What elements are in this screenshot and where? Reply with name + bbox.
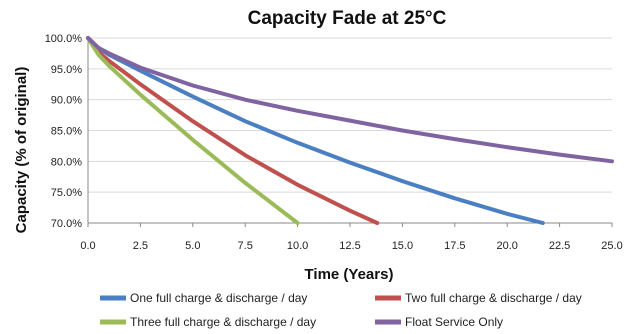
gridlines: [88, 37, 612, 193]
x-tick-labels: 0.0 2.5 5.0 7.5 10.0 12.5 15.0 17.5 20.0 22.5 25.0: [80, 240, 622, 252]
legend-label-2: Two full charge & discharge / day: [405, 291, 582, 305]
legend-label-1: One full charge & discharge / day: [130, 291, 307, 305]
y-tick-labels: 70.0% 75.0% 80.0% 85.0% 90.0% 95.0% 100.0%: [45, 33, 83, 230]
x-tick-label: 12.5: [339, 240, 360, 252]
y-tick-label: 95.0%: [51, 64, 82, 76]
y-tick-label: 80.0%: [51, 156, 82, 168]
x-tick-label: 5.0: [185, 240, 200, 252]
x-tick-label: 17.5: [444, 240, 465, 252]
axes: [87, 38, 613, 227]
y-tick-label: 70.0%: [51, 218, 82, 230]
x-tick-label: 15.0: [392, 240, 413, 252]
x-tick-label: 22.5: [549, 240, 570, 252]
y-axis-label: Capacity (% of original): [13, 67, 30, 234]
y-tick-label: 85.0%: [51, 126, 82, 138]
legend: One full charge & discharge / day Two ful…: [100, 291, 582, 329]
x-tick-label: 20.0: [496, 240, 517, 252]
x-tick-label: 25.0: [601, 240, 622, 252]
chart-title: Capacity Fade at 25°C: [248, 8, 447, 29]
series-line-2: [86, 36, 380, 225]
series-line-3: [86, 36, 300, 225]
x-tick-label: 7.5: [238, 240, 253, 252]
series-line-4: [86, 36, 614, 164]
x-tick-label: 2.5: [133, 240, 148, 252]
x-axis-label: Time (Years): [305, 266, 394, 283]
legend-label-4: Float Service Only: [405, 315, 503, 329]
x-tick-label: 0.0: [80, 240, 95, 252]
legend-label-3: Three full charge & discharge / day: [130, 315, 316, 329]
y-tick-label: 90.0%: [51, 95, 82, 107]
y-tick-label: 100.0%: [45, 33, 83, 45]
series-lines: [86, 36, 614, 225]
x-tick-label: 10.0: [287, 240, 308, 252]
y-tick-label: 75.0%: [51, 187, 82, 199]
